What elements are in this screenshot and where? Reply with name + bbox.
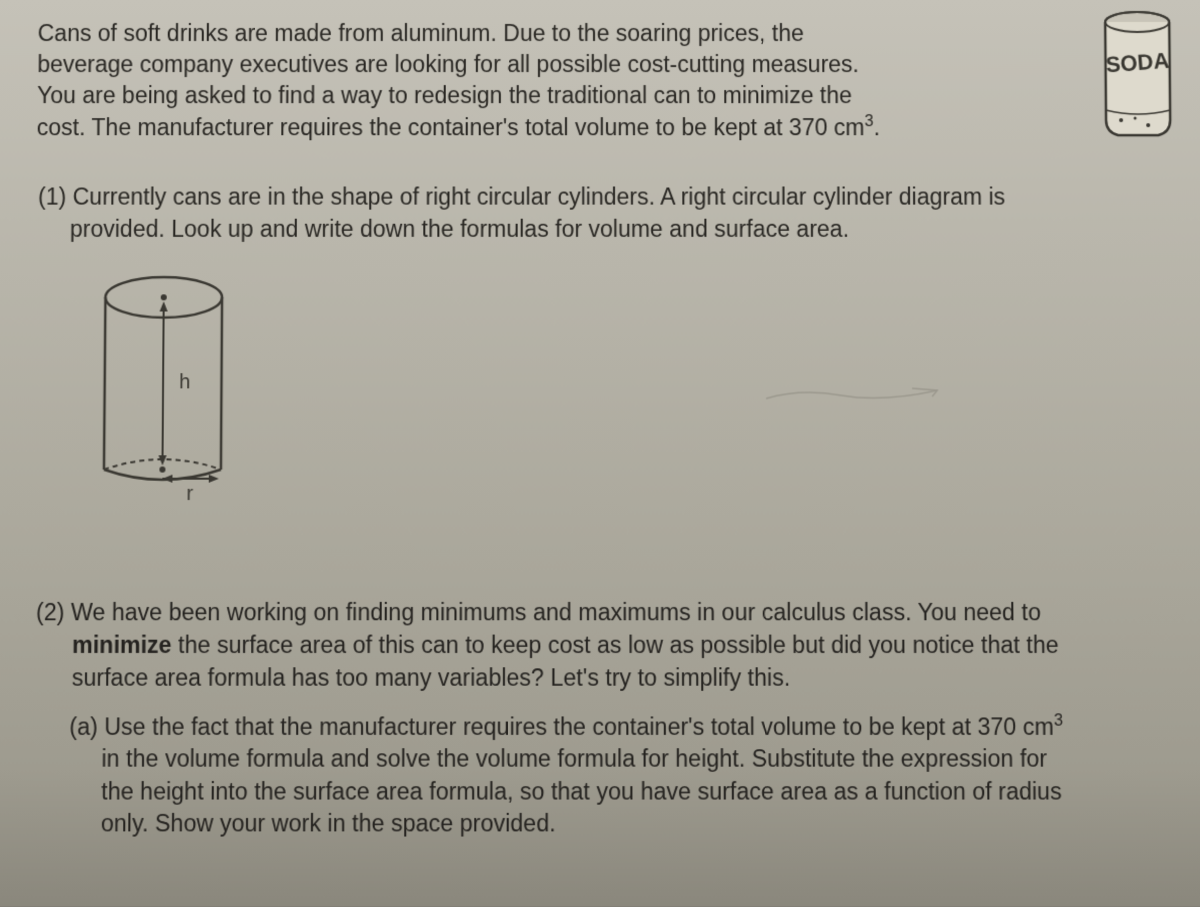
q2a-line3: the height into the surface area formula…	[101, 778, 1062, 805]
q2a-number: (a)	[69, 712, 104, 739]
r-label: r	[186, 483, 193, 505]
soda-label: SODA	[1105, 48, 1171, 77]
intro-line1: Cans of soft drinks are made from alumin…	[38, 20, 804, 46]
q2-line1: We have been working on finding minimums…	[71, 599, 1041, 626]
worksheet-page: Cans of soft drinks are made from alumin…	[0, 0, 1200, 907]
soda-can-icon: SODA	[1092, 10, 1183, 140]
q2a-line2: in the volume formula and solve the volu…	[101, 745, 1047, 772]
intro-section: Cans of soft drinks are made from alumin…	[37, 18, 1174, 143]
pencil-scribble	[761, 380, 942, 410]
intro-text: Cans of soft drinks are made from alumin…	[37, 18, 1074, 143]
q2a-line4: only. Show your work in the space provid…	[101, 810, 556, 837]
intro-line4-pre: cost. The manufacturer requires the cont…	[37, 114, 865, 140]
question-2a: (a) Use the fact that the manufacturer r…	[34, 709, 1181, 841]
h-label: h	[179, 371, 190, 393]
q2-minimize: minimize	[72, 632, 172, 659]
q1-line1: Currently cans are in the shape of right…	[73, 183, 1006, 209]
q2-line2-rest: the surface area of this can to keep cos…	[172, 632, 1059, 659]
cylinder-diagram: h r	[89, 269, 312, 512]
intro-line4-sup: 3	[865, 112, 874, 130]
intro-line3: You are being asked to find a way to red…	[37, 82, 852, 108]
intro-line4-post: .	[874, 114, 881, 140]
q1-number: (1)	[38, 183, 73, 209]
q2-number: (2)	[36, 599, 71, 626]
q2a-line1-sup: 3	[1054, 711, 1063, 729]
question-1: (1) Currently cans are in the shape of r…	[36, 181, 1175, 245]
q2-line3: surface area formula has too many variab…	[72, 664, 791, 691]
question-2: (2) We have been working on finding mini…	[30, 597, 1181, 841]
q2a-line1-pre: Use the fact that the manufacturer requi…	[104, 712, 1054, 739]
q1-line2: provided. Look up and write down the for…	[70, 215, 849, 241]
intro-line2: beverage company executives are looking …	[37, 51, 859, 77]
